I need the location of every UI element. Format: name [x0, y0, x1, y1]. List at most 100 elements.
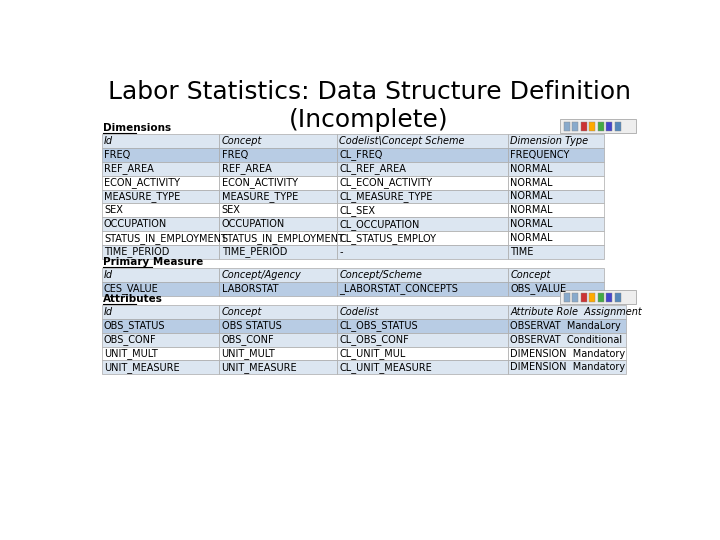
Text: SEX: SEX	[104, 205, 123, 215]
Bar	[102, 148, 220, 162]
Bar	[337, 162, 508, 176]
Text: SEX: SEX	[222, 205, 240, 215]
Bar	[598, 122, 604, 131]
Text: DIMENSION  Mandatory: DIMENSION Mandatory	[510, 348, 626, 359]
Bar	[589, 293, 595, 302]
Bar	[508, 305, 626, 319]
Bar	[102, 176, 220, 190]
Bar	[508, 347, 626, 361]
Bar	[589, 122, 595, 131]
Text: ECON_ACTIVITY: ECON_ACTIVITY	[222, 177, 297, 188]
Bar	[102, 134, 220, 148]
Bar	[220, 148, 337, 162]
Bar	[337, 190, 508, 204]
Bar	[102, 217, 220, 231]
Bar	[508, 217, 604, 231]
Bar	[508, 282, 604, 296]
Bar	[337, 347, 508, 361]
Text: CL_SEX: CL_SEX	[339, 205, 375, 216]
Text: STATUS_IN_EMPLOYMENT: STATUS_IN_EMPLOYMENT	[104, 233, 227, 244]
Text: FREQ: FREQ	[222, 150, 248, 160]
Bar	[102, 282, 220, 296]
Text: OCCUPATION: OCCUPATION	[104, 219, 167, 229]
Text: NORMAL: NORMAL	[510, 205, 553, 215]
Text: Id: Id	[104, 307, 113, 317]
Text: _LABORSTAT_CONCEPTS: _LABORSTAT_CONCEPTS	[339, 284, 458, 294]
Bar	[220, 361, 337, 374]
Text: Codelist: Codelist	[339, 307, 379, 317]
Bar	[220, 217, 337, 231]
Text: UNIT_MULT: UNIT_MULT	[222, 348, 275, 359]
Text: Dimension Type: Dimension Type	[510, 136, 588, 146]
Text: NORMAL: NORMAL	[510, 233, 553, 243]
Text: REF_AREA: REF_AREA	[222, 163, 271, 174]
Bar	[220, 204, 337, 217]
Bar	[580, 293, 587, 302]
Bar	[337, 268, 508, 282]
Bar	[220, 176, 337, 190]
Text: CL_OBS_STATUS: CL_OBS_STATUS	[339, 320, 418, 331]
Bar	[615, 122, 621, 131]
Bar	[337, 319, 508, 333]
Text: Concept: Concept	[222, 307, 262, 317]
Bar	[508, 148, 604, 162]
Bar	[337, 217, 508, 231]
Bar	[337, 361, 508, 374]
Text: Primary Measure: Primary Measure	[103, 256, 204, 267]
Bar	[102, 333, 220, 347]
Bar	[102, 305, 220, 319]
Text: OCCUPATION: OCCUPATION	[222, 219, 285, 229]
Bar	[580, 122, 587, 131]
Bar	[337, 305, 508, 319]
Bar	[508, 268, 604, 282]
Text: OBS_STATUS: OBS_STATUS	[104, 320, 166, 331]
Text: OBSERVAT  MandaLory: OBSERVAT MandaLory	[510, 321, 621, 331]
Text: Labor Statistics: Data Structure Definition
(Incomplete): Labor Statistics: Data Structure Definit…	[107, 80, 631, 132]
Text: UNIT_MEASURE: UNIT_MEASURE	[104, 362, 179, 373]
Text: Concept/Scheme: Concept/Scheme	[339, 270, 422, 280]
Text: NORMAL: NORMAL	[510, 178, 553, 187]
Bar	[508, 190, 604, 204]
Text: FREQUENCY: FREQUENCY	[510, 150, 570, 160]
Text: CL_OCCUPATION: CL_OCCUPATION	[339, 219, 420, 230]
Bar	[220, 245, 337, 259]
Bar	[572, 122, 578, 131]
Text: Concept: Concept	[222, 136, 262, 146]
Text: LABORSTAT: LABORSTAT	[222, 284, 278, 294]
Bar	[508, 162, 604, 176]
Bar	[337, 176, 508, 190]
Text: FREQ: FREQ	[104, 150, 130, 160]
Bar	[508, 319, 626, 333]
Text: DIMENSION  Mandatory: DIMENSION Mandatory	[510, 362, 626, 373]
Text: CL_STATUS_EMPLOY: CL_STATUS_EMPLOY	[339, 233, 436, 244]
Text: CL_FREQ: CL_FREQ	[339, 150, 382, 160]
Text: Concept/Agency: Concept/Agency	[222, 270, 302, 280]
Bar	[220, 231, 337, 245]
Text: Attribute Role  Assignment: Attribute Role Assignment	[510, 307, 642, 317]
Bar	[220, 333, 337, 347]
Bar	[102, 190, 220, 204]
Bar	[508, 333, 626, 347]
Bar	[564, 293, 570, 302]
Bar	[560, 119, 636, 133]
Bar	[220, 319, 337, 333]
Text: Dimensions: Dimensions	[103, 123, 171, 132]
Bar	[337, 204, 508, 217]
Bar	[337, 148, 508, 162]
Bar	[220, 347, 337, 361]
Bar	[102, 347, 220, 361]
Bar	[560, 291, 636, 304]
Text: CES_VALUE: CES_VALUE	[104, 284, 158, 294]
Text: OBS_CONF: OBS_CONF	[104, 334, 156, 345]
Bar	[102, 204, 220, 217]
Bar	[508, 176, 604, 190]
Text: TIME_PERIOD: TIME_PERIOD	[222, 246, 287, 258]
Text: TIME_PERIOD: TIME_PERIOD	[104, 246, 169, 258]
Bar	[220, 305, 337, 319]
Bar	[572, 293, 578, 302]
Text: NORMAL: NORMAL	[510, 164, 553, 174]
Bar	[337, 333, 508, 347]
Bar	[508, 245, 604, 259]
Bar	[337, 231, 508, 245]
Bar	[606, 122, 612, 131]
